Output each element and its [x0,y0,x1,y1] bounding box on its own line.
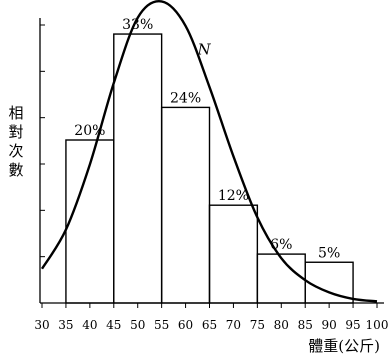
data-labels: 20% 33% 24% 12% 6% 5% [74,17,340,261]
x-axis-label: 體重(公斤) [308,337,380,355]
normal-curve-line [40,0,378,303]
y-axis-label: 相對次數 [8,104,24,179]
bar-data-label: 5% [318,245,340,261]
x-tick-label: 40 [82,318,97,332]
x-tick-label: 75 [250,318,265,332]
curve-label: N [197,40,212,58]
bars [65,33,354,304]
histogram-bar [304,261,354,304]
histogram-bar [160,106,211,304]
x-tick-label: 35 [58,318,73,332]
bar-data-label: 24% [170,90,201,106]
axes [39,18,384,308]
x-tick-label: 85 [298,318,313,332]
histogram-bar [113,33,163,304]
x-tick-label: 70 [226,318,241,332]
x-tick-label: 100 [366,318,388,332]
x-tick-label: 60 [178,318,193,332]
bar-data-label: 33% [122,17,153,33]
x-tick-label: 50 [130,318,145,332]
x-tick-label: 55 [154,318,169,332]
x-tick-label: 80 [274,318,289,332]
bar-data-label: 20% [74,123,105,139]
x-tick-label: 95 [345,318,360,332]
bar-data-label: 6% [270,237,292,253]
x-tick-label: 30 [34,318,49,332]
x-tick-labels: 30 35 40 45 50 55 60 65 70 75 80 85 90 95 100 [34,318,388,332]
histogram-bar [208,204,259,304]
x-tick-label: 65 [202,318,217,332]
x-tick-label: 90 [322,318,337,332]
histogram-bar [256,253,306,304]
bar-data-label: 12% [218,188,249,204]
normal-curve: N [40,0,378,303]
x-tick-label: 45 [106,318,121,332]
